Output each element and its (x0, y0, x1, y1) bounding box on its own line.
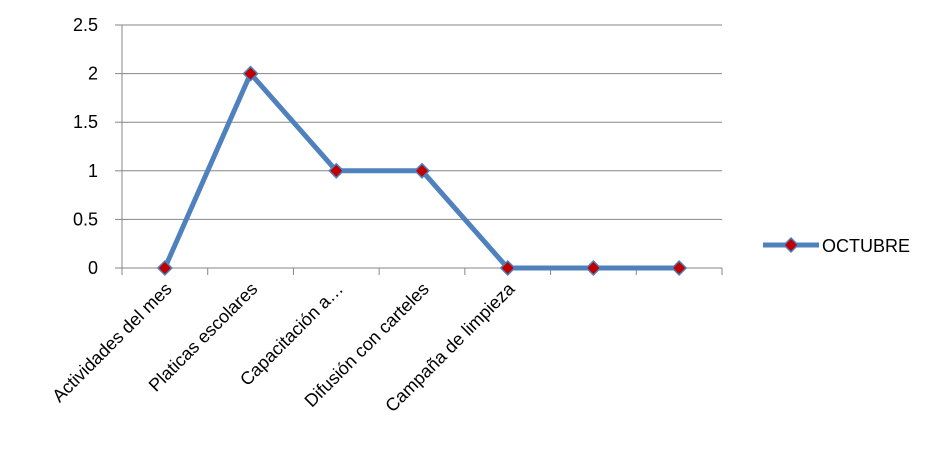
legend: OCTUBRE (763, 236, 910, 256)
data-point-marker (499, 259, 516, 277)
data-point-marker (242, 65, 259, 82)
y-tick-label: 1.5 (73, 112, 98, 132)
axes (115, 24, 723, 275)
data-point-marker (413, 162, 431, 179)
y-tick-label: 2.5 (73, 15, 98, 35)
data-point-marker (156, 259, 173, 277)
legend-label: OCTUBRE (822, 236, 910, 256)
series-octubre (156, 65, 688, 277)
y-tick-label: 1 (88, 161, 98, 181)
y-tick-label: 2 (88, 64, 98, 84)
y-tick-label: 0.5 (73, 209, 98, 229)
data-point-marker (328, 162, 345, 179)
y-tick-labels: 0 0.5 1 1.5 2 2.5 (73, 15, 98, 278)
data-point-marker (585, 259, 602, 277)
data-point-marker (671, 259, 688, 277)
y-tick-label: 0 (88, 258, 98, 278)
gridlines (122, 24, 722, 220)
legend-marker-swatch (782, 236, 800, 254)
